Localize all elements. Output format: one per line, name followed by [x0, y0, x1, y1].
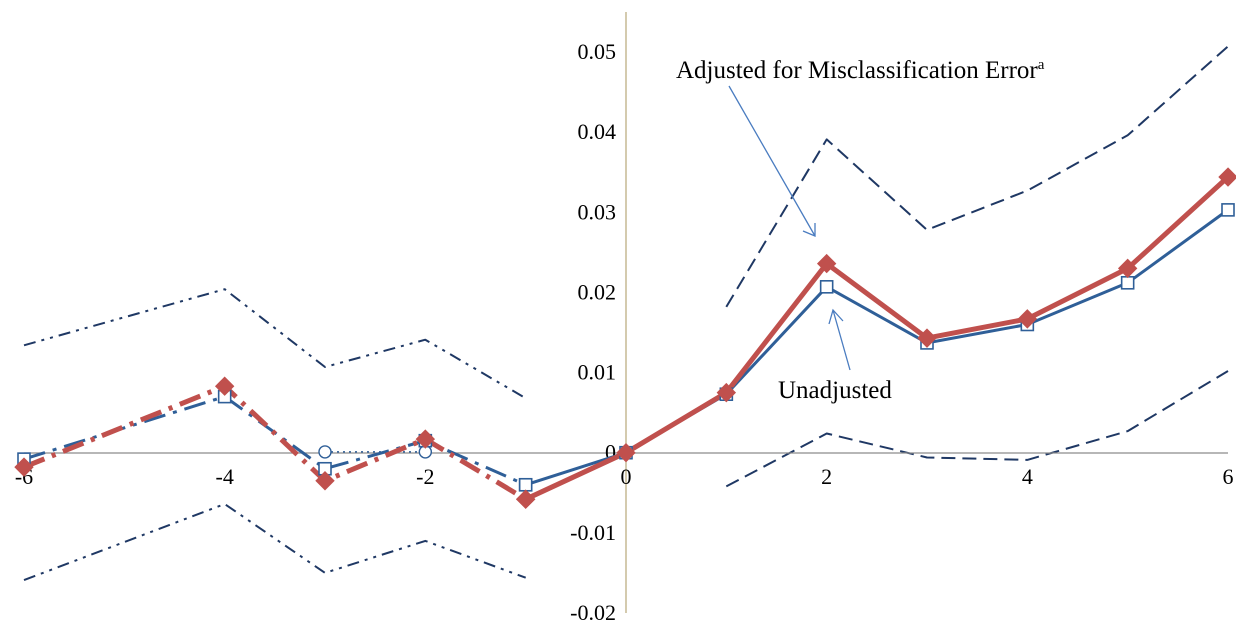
tick-layer: -6-4-20246-0.02-0.0100.010.020.030.040.0…: [15, 39, 1234, 625]
y-tick-label: -0.01: [570, 520, 616, 545]
data-point-diamond: [616, 443, 636, 463]
series-line-adjusted-pre: [23, 383, 527, 502]
data-point-diamond: [14, 457, 34, 477]
x-tick-label: 6: [1223, 464, 1234, 489]
x-tick-label: 0: [621, 464, 632, 489]
y-tick-label: -0.02: [570, 600, 616, 625]
arrow-adjusted-line: [728, 85, 816, 237]
data-point-diamond: [917, 328, 937, 348]
arrow-unadjusted-head: [828, 308, 844, 325]
x-tick-label: 2: [821, 464, 832, 489]
data-point-square: [1120, 276, 1135, 290]
marker-layer: [14, 167, 1236, 509]
series-line-ci-upper-post: [725, 45, 1229, 308]
x-tick-label: -2: [416, 464, 434, 489]
data-point-square: [518, 477, 533, 492]
data-point-diamond: [1117, 258, 1138, 279]
series-line-unadjusted-post: [525, 208, 1229, 487]
annotation-adjusted-superscript: a: [1038, 57, 1045, 73]
annotation-layer: Adjusted for Misclassification Errora Un…: [676, 57, 1045, 404]
annotation-unadjusted: Unadjusted: [778, 377, 892, 404]
data-point-diamond: [716, 382, 737, 403]
arrow-unadjusted-line: [832, 309, 851, 371]
data-point-diamond: [515, 489, 536, 509]
series-line-adjusted-post: [524, 175, 1230, 502]
annotation-adjusted-text: Adjusted for Misclassification Error: [676, 57, 1038, 84]
arrow-adjusted-head: [802, 223, 816, 237]
series-line-unadjusted-pre: [23, 395, 527, 487]
y-tick-label: 0.01: [578, 360, 617, 385]
x-tick-label: -4: [216, 464, 234, 489]
data-point-diamond: [415, 429, 436, 449]
y-tick-label: 0: [605, 440, 616, 465]
axes: [24, 12, 1228, 613]
data-point-diamond: [1017, 309, 1038, 329]
annotation-adjusted: Adjusted for Misclassification Errora: [676, 57, 1045, 84]
y-tick-label: 0.02: [578, 279, 617, 304]
data-point-square: [1221, 203, 1235, 217]
series-line-ci-upper-pre: [23, 288, 527, 400]
data-point-circle: [318, 445, 332, 459]
y-tick-label: 0.03: [578, 199, 617, 224]
y-tick-label: 0.04: [578, 119, 617, 144]
confidence-band-layer: [23, 45, 1229, 582]
series-line-ci-lower-post: [725, 370, 1229, 488]
data-point-diamond: [214, 376, 235, 396]
series-line-ci-lower-pre: [23, 503, 527, 582]
data-point-square: [819, 280, 834, 294]
data-point-diamond: [816, 253, 837, 274]
data-point-diamond: [1218, 167, 1236, 187]
data-point-diamond: [315, 471, 335, 491]
y-tick-label: 0.05: [578, 39, 617, 64]
x-tick-label: 4: [1022, 464, 1033, 489]
